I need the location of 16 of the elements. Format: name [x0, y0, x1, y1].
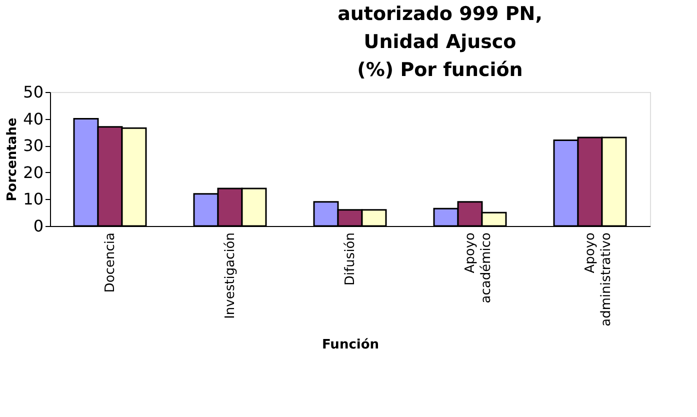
x-axis-title: Función — [322, 337, 380, 352]
x-tick-label: Difusión — [343, 232, 358, 286]
x-tick-label: Docencia — [103, 232, 118, 293]
y-axis-title: Porcentahe — [5, 117, 20, 202]
x-tick-label: Investigación — [223, 232, 238, 319]
y-tick-label: 10 — [23, 190, 44, 209]
x-tick-label: Apoyo administrativo — [583, 232, 614, 326]
y-tick-label: 50 — [23, 82, 44, 102]
x-tick-label: Apoyo académico — [463, 232, 494, 304]
y-tick-label: 20 — [23, 162, 44, 182]
y-tick-label: 30 — [23, 136, 44, 156]
text: Unidad Ajusco — [364, 31, 516, 53]
y-tick-label: 0 — [33, 216, 44, 236]
y-tick-label: 40 — [23, 109, 44, 128]
text: (%) Por función — [357, 59, 523, 81]
text: autorizado 999 PN, — [338, 3, 542, 25]
